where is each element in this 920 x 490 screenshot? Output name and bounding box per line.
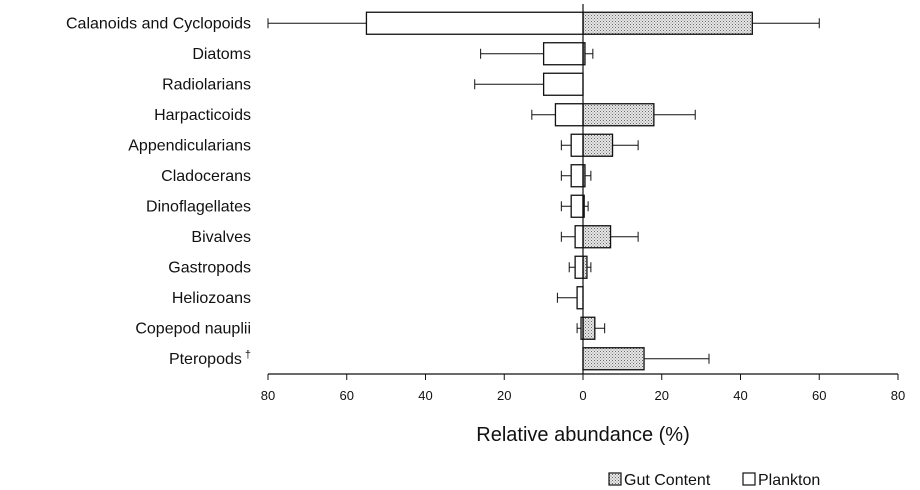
plankton-bar <box>575 226 583 248</box>
category-label: Calanoids and Cyclopoids <box>66 15 251 32</box>
legend-swatch-plankton <box>743 473 755 485</box>
category-label: Radiolarians <box>162 76 251 93</box>
x-tick-label: 20 <box>655 388 669 403</box>
plankton-bar <box>571 134 583 156</box>
legend: Gut Content Plankton <box>609 472 820 489</box>
plankton-bar <box>555 104 583 126</box>
footnote-marker: † <box>245 349 251 361</box>
plankton-bar <box>575 256 583 278</box>
plankton-bar <box>577 287 583 309</box>
category-label: Cladocerans <box>161 168 251 185</box>
x-tick-label: 80 <box>891 388 905 403</box>
error-bars <box>268 18 819 364</box>
gut-content-bar <box>583 134 613 156</box>
bars <box>366 12 752 370</box>
category-label: Appendicularians <box>128 137 251 154</box>
plankton-bar <box>544 43 583 65</box>
category-label: Bivalves <box>191 229 251 246</box>
category-label: Copepod nauplii <box>135 320 251 337</box>
legend-swatch-gut-content <box>609 473 621 485</box>
category-label: Harpacticoids <box>154 107 251 124</box>
category-labels: Calanoids and Cyclopoids Diatoms Radiolari… <box>66 15 251 368</box>
category-label: Diatoms <box>192 46 251 63</box>
gut-content-bar <box>583 104 654 126</box>
gut-content-bar <box>583 226 611 248</box>
x-axis-title: Relative abundance (%) <box>476 424 689 446</box>
plankton-bar <box>571 165 583 187</box>
legend-label-plankton: Plankton <box>758 472 820 489</box>
plankton-bar <box>366 12 583 34</box>
plankton-bar <box>571 195 583 217</box>
category-label: Dinoflagellates <box>146 198 251 215</box>
gut-content-bar <box>583 12 752 34</box>
axes: 80 60 40 20 0 20 40 60 80 <box>261 4 905 403</box>
plankton-bar <box>544 73 583 95</box>
category-label: Heliozoans <box>172 290 251 307</box>
x-tick-label: 40 <box>733 388 747 403</box>
x-tick-label: 60 <box>340 388 354 403</box>
x-tick-label: 60 <box>812 388 826 403</box>
legend-label-gut-content: Gut Content <box>624 472 711 489</box>
gut-content-bar <box>583 317 595 339</box>
x-tick-label: 0 <box>579 388 586 403</box>
x-tick-label: 20 <box>497 388 511 403</box>
category-label: Gastropods <box>168 259 251 276</box>
x-tick-label: 80 <box>261 388 275 403</box>
gut-content-bar <box>583 348 644 370</box>
category-label: Pteropods † <box>169 349 251 368</box>
x-tick-label: 40 <box>418 388 432 403</box>
